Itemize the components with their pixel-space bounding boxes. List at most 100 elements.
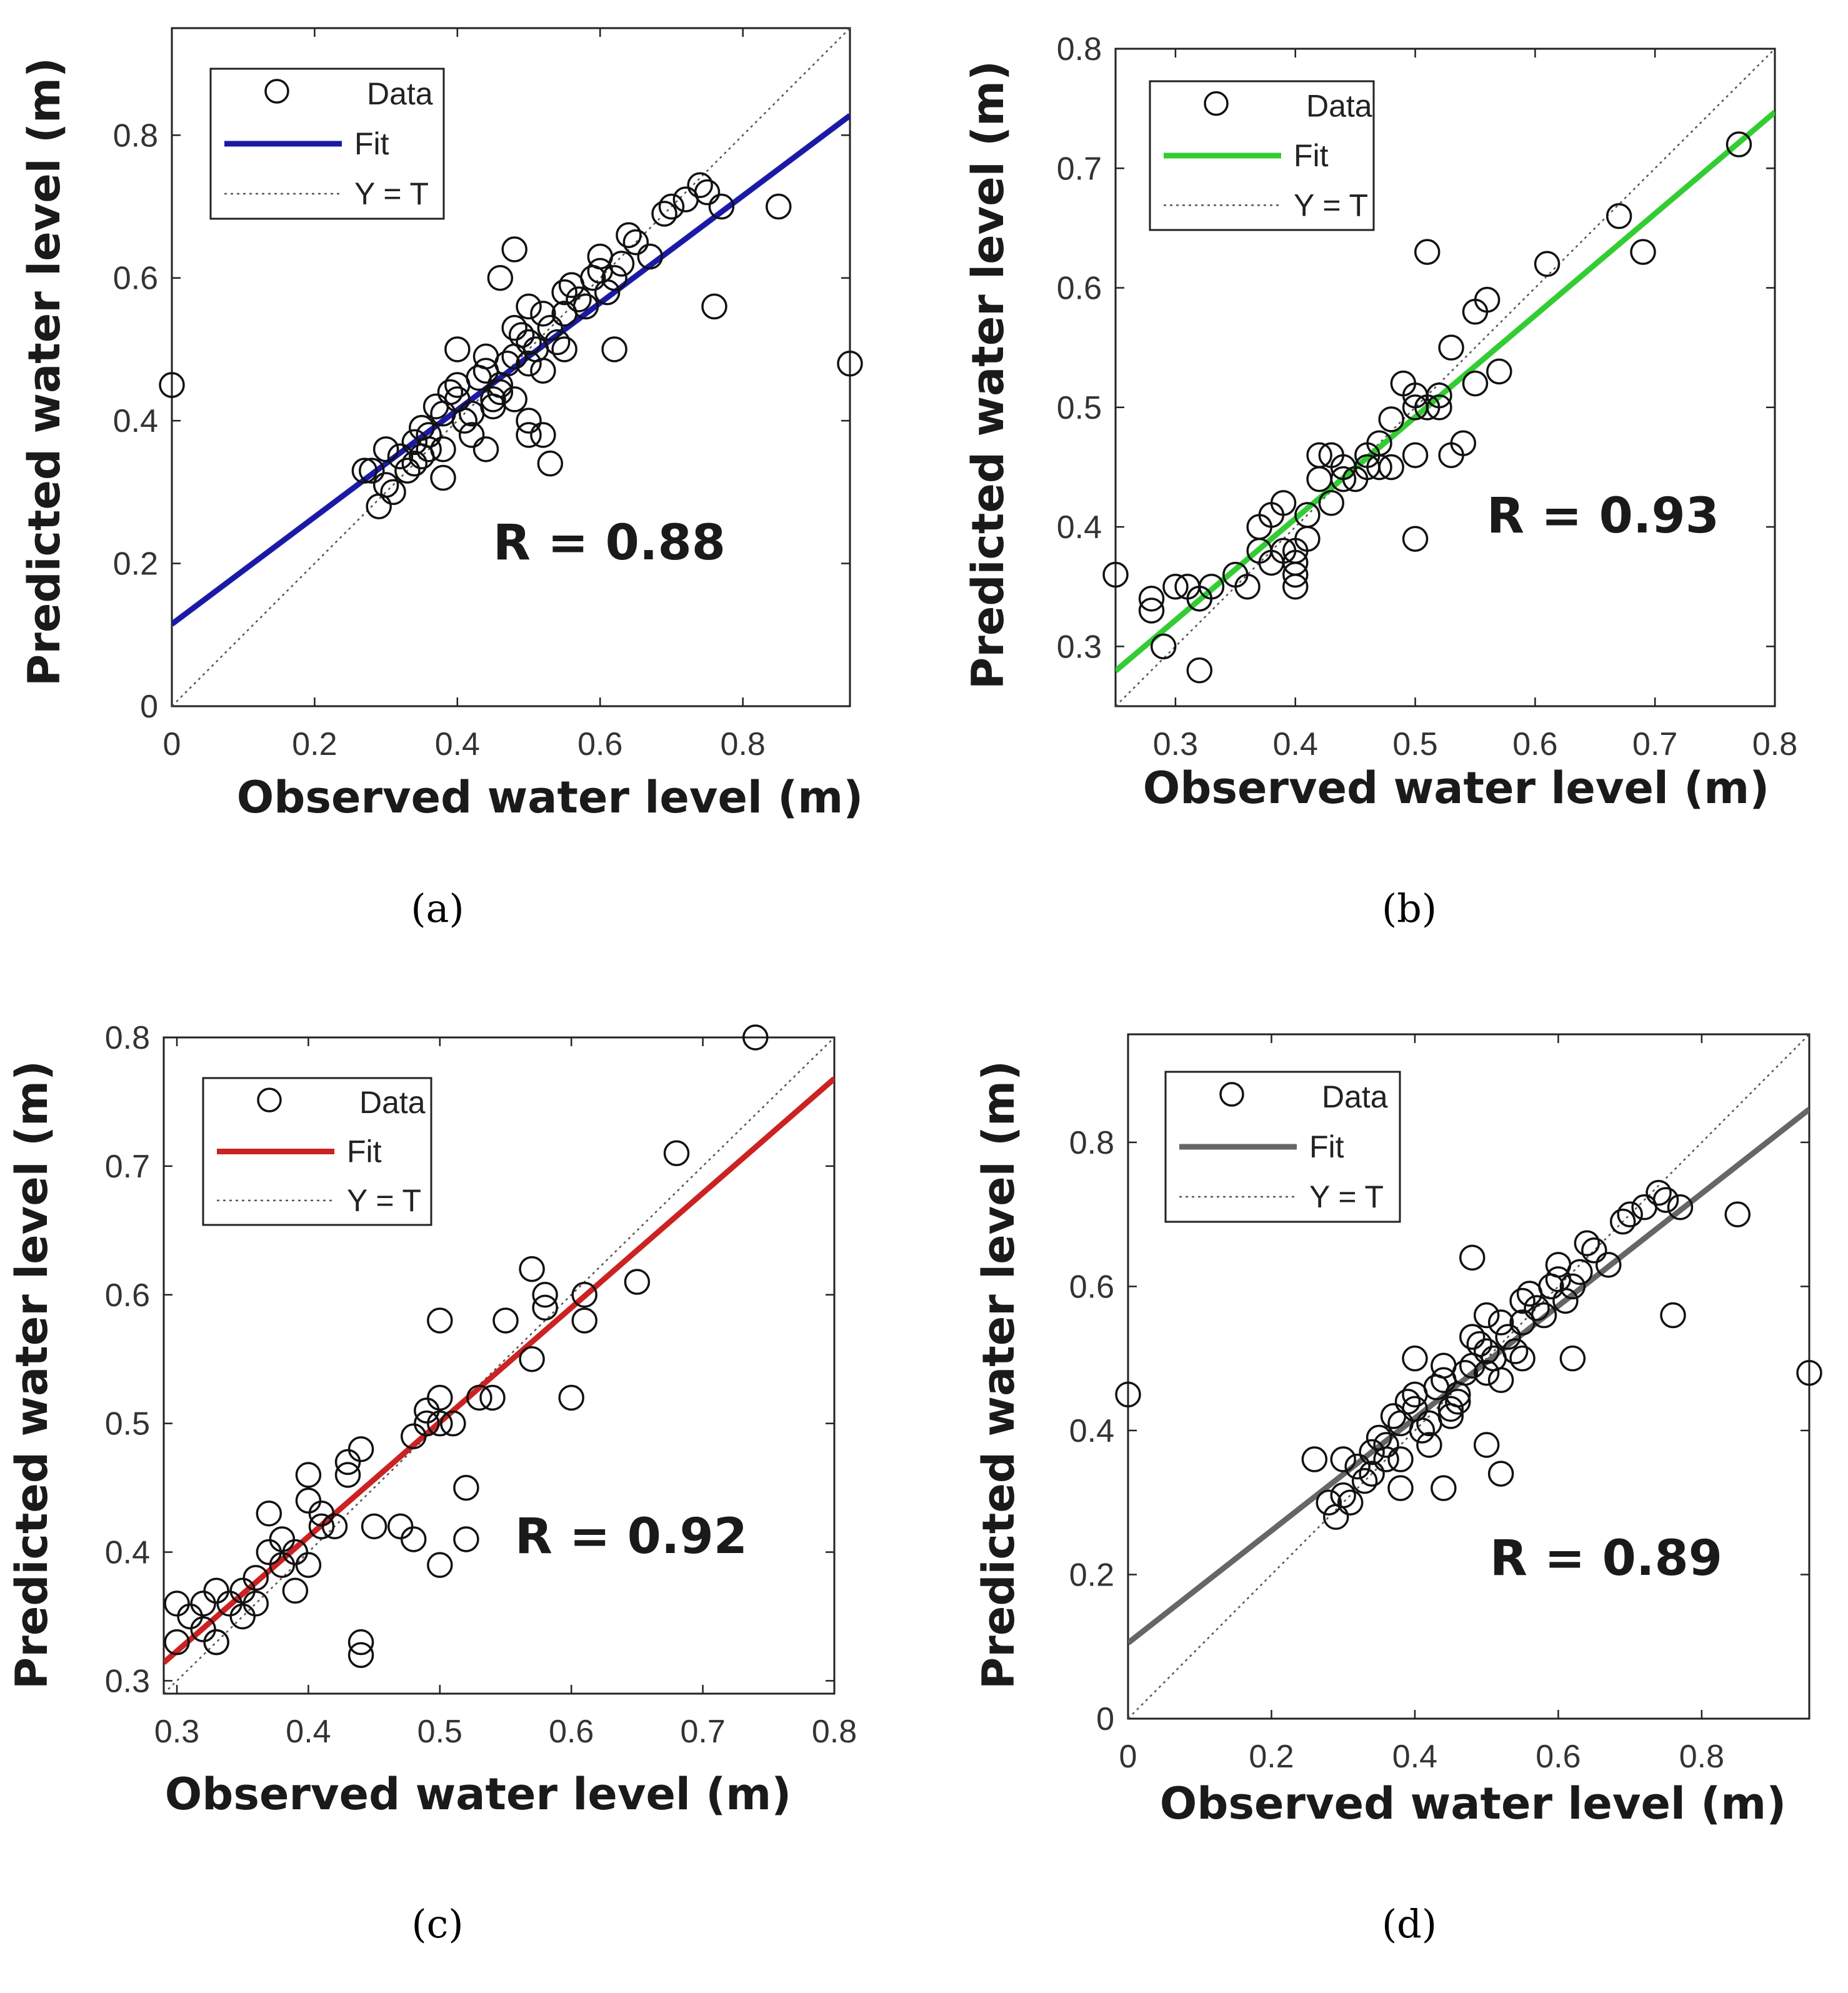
data-point bbox=[1545, 1266, 1572, 1292]
data-point bbox=[1545, 1252, 1572, 1278]
data-point bbox=[587, 257, 614, 284]
data-point bbox=[1402, 442, 1429, 469]
data-point bbox=[1487, 1461, 1514, 1487]
data-point bbox=[1330, 466, 1357, 492]
data-point bbox=[1402, 1381, 1428, 1408]
data-point bbox=[472, 436, 499, 462]
x-tick-label: 0.5 bbox=[417, 1714, 462, 1750]
legend-label: Data bbox=[367, 76, 433, 111]
data-point bbox=[308, 1513, 335, 1540]
data-point bbox=[1450, 430, 1477, 456]
data-point bbox=[453, 1526, 479, 1552]
data-point bbox=[571, 1307, 598, 1334]
legend-label: Data bbox=[1322, 1079, 1388, 1114]
legend-data-symbol bbox=[257, 1087, 282, 1112]
x-axis-title: Observed water level (m) bbox=[1160, 1778, 1786, 1829]
data-point bbox=[1378, 406, 1404, 432]
data-point bbox=[366, 493, 392, 519]
data-point bbox=[558, 272, 585, 298]
data-point bbox=[1595, 1252, 1622, 1278]
correlation-label: R = 0.92 bbox=[515, 1509, 747, 1565]
y-axis-title: Predicted water level (m) bbox=[962, 61, 1014, 689]
legend-label: Y = T bbox=[347, 1183, 421, 1218]
data-point bbox=[451, 407, 478, 434]
data-point bbox=[622, 229, 649, 256]
data-point bbox=[1409, 1417, 1436, 1444]
legend-label: Y = T bbox=[1309, 1179, 1384, 1214]
data-point bbox=[282, 1577, 309, 1604]
y-tick-label: 0.8 bbox=[1069, 1125, 1114, 1161]
legend-data-symbol bbox=[1219, 1082, 1244, 1107]
fit-line bbox=[1116, 109, 1775, 674]
y-tick-label: 0.4 bbox=[105, 1535, 150, 1571]
data-point bbox=[1581, 1237, 1607, 1264]
data-point bbox=[1531, 1302, 1557, 1329]
data-point bbox=[359, 457, 385, 484]
data-point bbox=[321, 1513, 348, 1540]
data-point bbox=[1318, 490, 1345, 516]
data-point bbox=[516, 329, 542, 356]
data-point bbox=[687, 172, 713, 199]
x-tick-label: 0.6 bbox=[1512, 726, 1557, 762]
x-tick-label: 0.5 bbox=[1392, 726, 1437, 762]
x-tick-label: 0.8 bbox=[1679, 1739, 1724, 1775]
correlation-label: R = 0.88 bbox=[493, 515, 726, 571]
data-point bbox=[1378, 454, 1404, 481]
data-point bbox=[1473, 1359, 1500, 1386]
data-point bbox=[766, 193, 792, 220]
data-point bbox=[501, 314, 527, 341]
y-tick-label: 0.3 bbox=[1057, 629, 1102, 665]
data-point bbox=[544, 329, 571, 356]
data-point bbox=[164, 1629, 190, 1656]
data-point bbox=[516, 351, 542, 377]
data-point bbox=[1445, 1389, 1471, 1415]
x-tick-label: 0.4 bbox=[286, 1714, 331, 1750]
data-point bbox=[1359, 1439, 1385, 1466]
x-axis-title: Observed water level (m) bbox=[237, 772, 863, 823]
data-point bbox=[430, 464, 456, 491]
data-point bbox=[558, 1384, 584, 1411]
data-point bbox=[1431, 1352, 1457, 1379]
data-point bbox=[537, 314, 564, 341]
data-point bbox=[530, 301, 556, 327]
data-point bbox=[458, 422, 485, 448]
data-point bbox=[601, 264, 627, 291]
x-tick-label: 0 bbox=[163, 726, 181, 762]
data-point bbox=[1646, 1179, 1672, 1206]
identity-line bbox=[164, 1037, 834, 1694]
data-point bbox=[1437, 1403, 1464, 1429]
data-point bbox=[334, 1462, 361, 1488]
data-point bbox=[1394, 1389, 1421, 1415]
data-point bbox=[437, 379, 464, 406]
data-point bbox=[256, 1501, 282, 1527]
data-point bbox=[516, 293, 542, 320]
data-point bbox=[1606, 203, 1632, 229]
legend-label: Fit bbox=[1309, 1129, 1344, 1164]
data-point bbox=[487, 264, 514, 291]
data-point bbox=[1138, 586, 1165, 612]
data-point bbox=[1426, 382, 1452, 409]
data-point bbox=[347, 1629, 374, 1656]
y-tick-label: 0.6 bbox=[113, 261, 158, 297]
data-point bbox=[394, 457, 421, 484]
data-point bbox=[1337, 1489, 1364, 1516]
panel-label: (a) bbox=[411, 886, 464, 931]
y-tick-label: 0.7 bbox=[105, 1149, 150, 1185]
data-point bbox=[380, 479, 406, 506]
data-point bbox=[1186, 657, 1213, 684]
data-point bbox=[837, 351, 863, 377]
data-point bbox=[1431, 1475, 1457, 1501]
data-point bbox=[624, 1269, 651, 1295]
x-tick-label: 0.3 bbox=[154, 1714, 199, 1750]
data-point bbox=[587, 243, 614, 270]
x-tick-label: 0.4 bbox=[1273, 726, 1318, 762]
data-point bbox=[1660, 1302, 1686, 1329]
data-point bbox=[1437, 1396, 1464, 1422]
data-point bbox=[1234, 573, 1261, 600]
data-point bbox=[1487, 1309, 1514, 1336]
data-point bbox=[572, 293, 599, 320]
data-point bbox=[1102, 561, 1129, 588]
data-point bbox=[1366, 430, 1392, 456]
data-point bbox=[444, 336, 471, 362]
